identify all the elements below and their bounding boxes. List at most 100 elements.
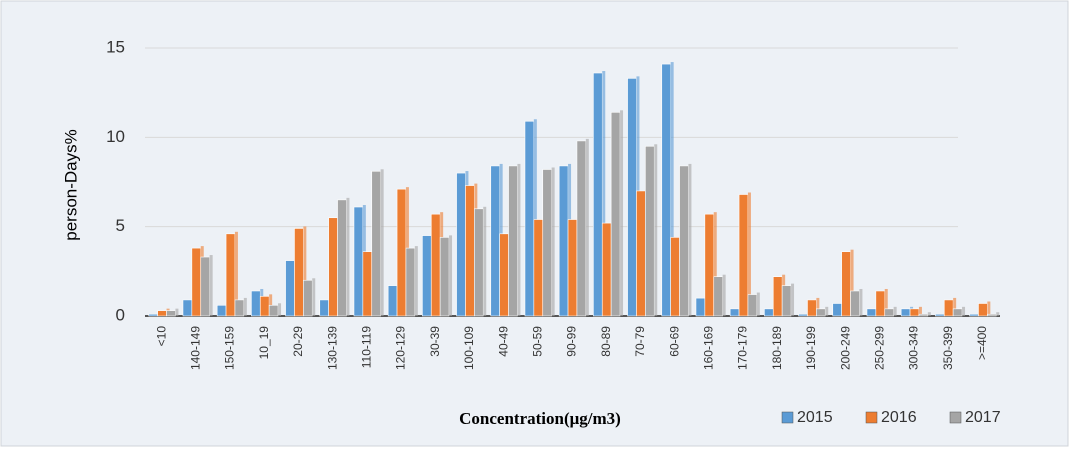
bar-side bbox=[517, 163, 521, 316]
bar bbox=[200, 256, 210, 317]
bar bbox=[558, 165, 569, 317]
bar bbox=[764, 308, 774, 317]
bar-side bbox=[243, 297, 247, 316]
bar bbox=[816, 308, 826, 317]
bar bbox=[636, 190, 646, 317]
legend-label: 2017 bbox=[965, 409, 1001, 426]
bar-side bbox=[953, 297, 957, 316]
bar bbox=[952, 308, 963, 317]
bar bbox=[303, 279, 313, 317]
bar bbox=[166, 310, 176, 317]
x-tick-label: 160-169 bbox=[701, 326, 715, 370]
bar-side bbox=[962, 306, 966, 316]
bar bbox=[627, 78, 637, 317]
bar bbox=[798, 313, 808, 317]
bar-side bbox=[346, 197, 350, 316]
bar-side bbox=[816, 297, 820, 316]
bar bbox=[387, 285, 398, 317]
bar bbox=[850, 290, 860, 317]
x-tick-label: 140-149 bbox=[188, 326, 202, 370]
x-tick-label: 10_19 bbox=[257, 326, 271, 360]
bar bbox=[508, 165, 518, 317]
bar-side bbox=[996, 312, 1000, 316]
bar-side bbox=[414, 246, 418, 316]
bar bbox=[422, 235, 432, 317]
x-tick-label: 30-39 bbox=[428, 326, 442, 357]
bar bbox=[157, 310, 167, 317]
bar bbox=[182, 299, 193, 317]
x-tick-label: 80-89 bbox=[599, 326, 613, 357]
bar bbox=[943, 299, 954, 317]
bar bbox=[319, 299, 329, 317]
bar bbox=[978, 303, 988, 317]
bar bbox=[576, 140, 587, 317]
bar-side bbox=[303, 226, 307, 316]
y-tick-label: 5 bbox=[116, 216, 125, 235]
bar-side bbox=[175, 308, 179, 316]
x-tick-label: 20-29 bbox=[291, 326, 305, 357]
bar bbox=[268, 304, 279, 317]
bar-side bbox=[380, 169, 384, 316]
x-tick-label: 180-189 bbox=[770, 326, 784, 370]
x-tick-label: >=400 bbox=[975, 326, 989, 360]
bar bbox=[969, 313, 979, 317]
y-tick-label: 0 bbox=[116, 305, 125, 324]
bar bbox=[294, 228, 304, 317]
bar-side bbox=[791, 283, 795, 316]
bar bbox=[225, 233, 236, 317]
bar bbox=[285, 260, 295, 317]
bar-side bbox=[449, 235, 453, 316]
bar bbox=[337, 199, 347, 317]
bar-side bbox=[670, 62, 674, 316]
bar-side bbox=[893, 306, 897, 316]
bar-side bbox=[602, 71, 606, 316]
bar-side bbox=[884, 288, 888, 316]
bar-side bbox=[312, 278, 316, 316]
bar bbox=[866, 308, 877, 317]
bar bbox=[900, 308, 911, 317]
bar bbox=[533, 219, 544, 317]
bar-side bbox=[551, 167, 555, 316]
x-tick-label: 200-249 bbox=[838, 326, 852, 370]
bar bbox=[935, 313, 945, 317]
x-tick-label: 100-109 bbox=[462, 326, 476, 370]
legend-swatch bbox=[865, 411, 878, 424]
bar bbox=[713, 276, 723, 317]
bar bbox=[499, 233, 509, 317]
bar bbox=[371, 170, 381, 317]
y-tick-label: 10 bbox=[106, 127, 125, 146]
x-tick-label: 60-69 bbox=[667, 326, 681, 357]
bar bbox=[747, 294, 758, 317]
bar-side bbox=[756, 292, 760, 316]
bar bbox=[884, 308, 894, 317]
bar bbox=[704, 213, 715, 317]
bar bbox=[456, 172, 466, 317]
bar bbox=[729, 308, 740, 317]
bar-side bbox=[688, 163, 692, 316]
legend-swatch bbox=[949, 411, 962, 424]
bar-side bbox=[585, 138, 589, 316]
x-tick-label: <10 bbox=[154, 326, 168, 347]
bar-side bbox=[620, 110, 624, 316]
bar bbox=[593, 72, 603, 317]
legend-label: 2015 bbox=[797, 409, 833, 426]
bar bbox=[841, 251, 851, 317]
bar-side bbox=[918, 306, 922, 316]
legend-label: 2016 bbox=[881, 409, 917, 426]
x-tick-label: 250-299 bbox=[872, 326, 886, 370]
bar-side bbox=[713, 212, 717, 316]
bar bbox=[430, 213, 441, 317]
x-tick-label: 300-349 bbox=[907, 326, 921, 370]
x-tick-label: 350-399 bbox=[941, 326, 955, 370]
bar bbox=[661, 63, 671, 317]
bar bbox=[439, 237, 450, 317]
x-tick-label: 120-129 bbox=[394, 326, 408, 370]
x-tick-label: 110-119 bbox=[359, 326, 373, 369]
bar-side bbox=[722, 274, 726, 316]
bar bbox=[567, 219, 578, 317]
bar bbox=[695, 297, 706, 317]
bar bbox=[601, 222, 612, 317]
bar-side bbox=[654, 144, 658, 316]
bar bbox=[670, 237, 680, 317]
